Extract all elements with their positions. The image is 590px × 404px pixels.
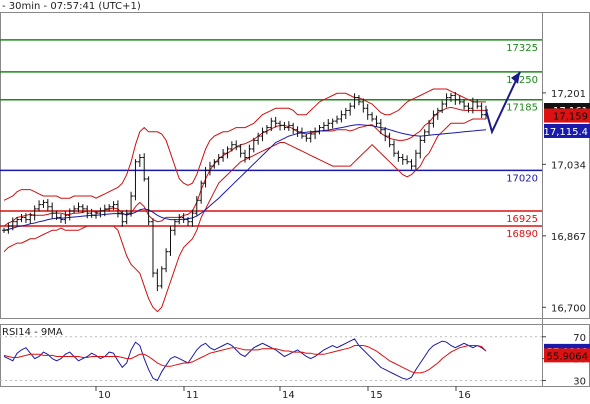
level-line-label: 17250 [506,75,538,86]
x-tick-label: 16 [458,390,471,400]
rsi-badge-label: 55.9064 [547,351,588,362]
price-badge [544,108,590,123]
rsi-ma-line [3,345,487,374]
rsi-badge [544,348,590,363]
lower-band-line [3,118,486,313]
x-tick-label: 15 [370,390,383,400]
mid-band-line [3,106,486,227]
level-line-label: 16925 [506,214,538,225]
x-tick-label: 14 [282,390,295,400]
projection-arrowhead [511,71,520,84]
rsi-y-tick-label: 30 [573,377,586,388]
price-bars [2,92,488,292]
price-badge-label: 17,115.4 [543,127,588,138]
y-tick-label: 16,867 [551,232,586,243]
level-line-label: 17020 [506,173,538,184]
main-panel-frame [0,12,590,319]
rsi-y-tick-label: 70 [573,333,586,344]
price-badge [544,123,590,138]
rsi-line [3,338,487,382]
level-line-label: 17325 [506,43,538,54]
level-line-label: 17185 [506,103,538,114]
y-tick-label: 16,700 [551,303,586,314]
y-tick-label: 17,201 [551,89,586,100]
projection-line [485,71,521,135]
price-badge-label: 17,159 [553,112,588,123]
x-tick-label: 11 [186,390,199,400]
rsi-title: RSI14 - 9MA [2,327,63,338]
upper-band-line [3,88,486,201]
x-tick-label: 10 [98,390,111,400]
level-line-label: 16890 [506,229,538,240]
moving-average-line [3,124,487,231]
chart-title: - 30min - 07:57:41 (UTC+1) [2,1,141,12]
y-tick-label: 17,034 [551,160,586,171]
